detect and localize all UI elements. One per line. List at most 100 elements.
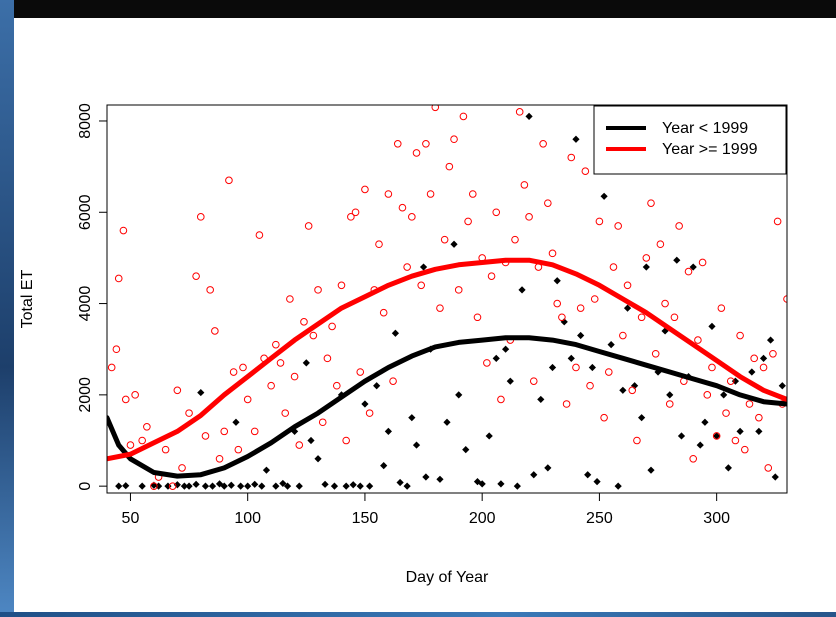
- data-point-circle: [651, 349, 660, 358]
- data-point-circle: [529, 377, 538, 385]
- data-point-diamond: [115, 482, 123, 490]
- data-point-diamond: [201, 482, 210, 490]
- x-tick-label: 100: [234, 510, 261, 527]
- data-point-diamond: [518, 286, 526, 294]
- data-point-diamond: [771, 473, 779, 481]
- data-point-circle: [567, 153, 576, 162]
- data-point-diamond: [537, 395, 545, 404]
- legend-label: Year < 1999: [662, 120, 748, 137]
- data-point-diamond: [593, 477, 601, 486]
- window-frame-top: [0, 0, 836, 18]
- data-point-diamond: [283, 482, 292, 490]
- data-point-diamond: [227, 481, 235, 489]
- data-point-circle: [750, 354, 758, 363]
- data-point-circle: [454, 286, 463, 294]
- data-point-circle: [731, 436, 740, 445]
- data-point-circle: [351, 208, 360, 217]
- data-point-circle: [520, 181, 529, 189]
- data-point-circle: [436, 304, 444, 312]
- data-point-diamond: [361, 400, 369, 408]
- data-point-diamond: [403, 482, 411, 490]
- x-tick-label: 250: [586, 510, 613, 527]
- data-point-circle: [342, 436, 350, 445]
- data-point-diamond: [577, 331, 585, 340]
- data-point-diamond: [295, 482, 303, 490]
- fit-curve: [107, 335, 787, 479]
- data-point-circle: [220, 427, 229, 436]
- data-point-diamond: [384, 427, 392, 435]
- data-point-diamond: [366, 482, 374, 490]
- data-point-diamond: [778, 382, 786, 390]
- data-point-diamond: [380, 462, 388, 470]
- data-point-diamond: [638, 414, 646, 422]
- data-point-circle: [318, 418, 327, 427]
- x-tick-label: 200: [469, 510, 496, 527]
- data-point-diamond: [497, 480, 505, 488]
- y-tick-label: 4000: [77, 286, 94, 322]
- data-point-diamond: [588, 363, 596, 372]
- data-point-circle: [736, 331, 744, 340]
- data-point-diamond: [630, 382, 639, 390]
- data-point-diamond: [560, 318, 568, 326]
- data-point-circle: [675, 222, 683, 230]
- data-point-circle: [473, 313, 482, 322]
- data-point-circle: [201, 432, 210, 440]
- data-point-diamond: [492, 354, 500, 362]
- data-point-circle: [783, 295, 787, 303]
- data-point-diamond: [513, 482, 521, 490]
- data-point-circle: [769, 349, 777, 358]
- data-point-diamond: [185, 482, 193, 490]
- data-point-diamond: [506, 377, 514, 385]
- data-point-circle: [628, 386, 637, 395]
- data-point-circle: [712, 432, 721, 440]
- data-point-circle: [304, 222, 313, 230]
- data-point-circle: [483, 359, 491, 367]
- data-point-circle: [328, 322, 336, 331]
- data-point-circle: [215, 454, 224, 463]
- data-point-diamond: [677, 432, 686, 440]
- data-point-diamond: [759, 354, 768, 362]
- y-tick-label: 0: [77, 482, 94, 491]
- data-point-diamond: [755, 427, 763, 435]
- data-point-diamond: [724, 464, 732, 472]
- x-tick-label: 150: [352, 510, 379, 527]
- data-point-circle: [553, 299, 562, 308]
- data-point-diamond: [138, 482, 146, 490]
- data-point-diamond: [462, 446, 470, 454]
- data-point-circle: [759, 363, 768, 372]
- data-point-circle: [126, 441, 135, 449]
- data-point-diamond: [373, 382, 381, 390]
- data-point-diamond: [708, 322, 716, 330]
- data-point-diamond: [232, 418, 240, 426]
- x-tick-label: 50: [122, 510, 140, 527]
- data-point-circle: [642, 254, 651, 262]
- data-point-diamond: [122, 482, 130, 490]
- data-point-circle: [661, 299, 669, 308]
- x-axis: 50 100 150 200 250 300: [122, 493, 730, 527]
- data-point-diamond: [356, 482, 364, 490]
- data-point-circle: [558, 313, 566, 322]
- data-point-circle: [544, 199, 552, 207]
- data-point-circle: [412, 149, 421, 157]
- data-point-circle: [614, 222, 622, 230]
- data-point-diamond: [443, 418, 451, 426]
- data-point-circle: [314, 286, 322, 294]
- data-point-circle: [581, 167, 590, 175]
- data-point-diamond: [173, 481, 181, 489]
- data-point-diamond: [272, 482, 280, 490]
- data-point-circle: [745, 400, 754, 408]
- data-point-diamond: [436, 475, 444, 483]
- data-point-circle: [572, 363, 580, 372]
- data-point-circle: [143, 423, 151, 431]
- data-point-diamond: [647, 466, 655, 474]
- data-point-circle: [239, 363, 247, 372]
- data-point-diamond: [689, 263, 697, 271]
- data-point-circle: [393, 140, 402, 148]
- data-point-diamond: [748, 368, 756, 376]
- data-point-diamond: [502, 345, 510, 353]
- data-point-circle: [722, 409, 730, 417]
- data-point-circle: [323, 354, 332, 363]
- data-point-diamond: [192, 480, 200, 488]
- data-point-diamond: [408, 414, 416, 422]
- data-point-diamond: [720, 391, 728, 399]
